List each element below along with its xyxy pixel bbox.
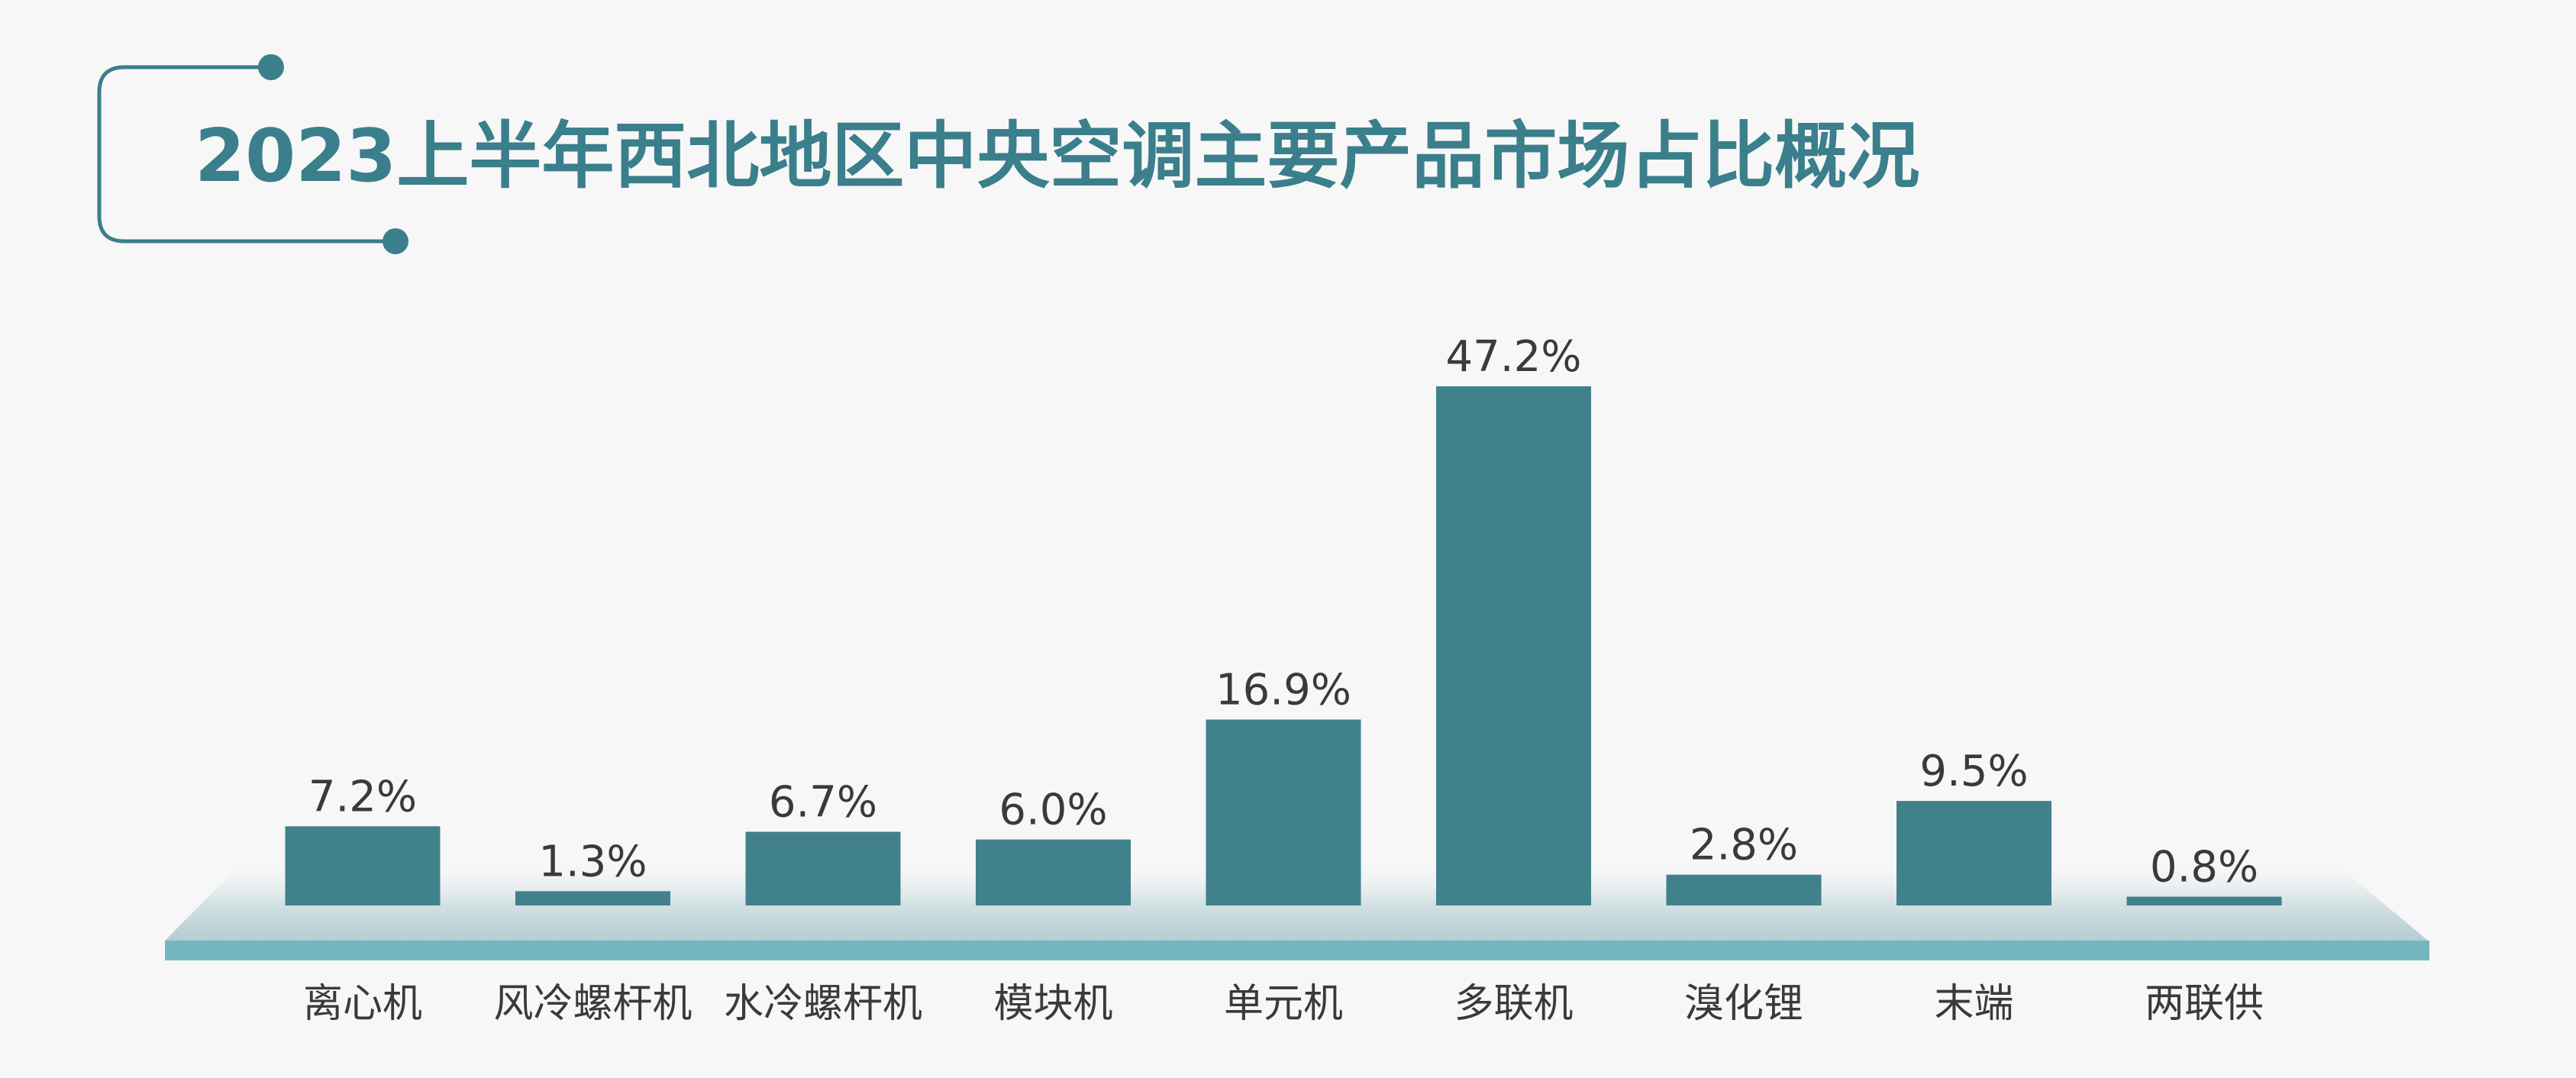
bar-3 bbox=[745, 831, 901, 905]
value-label-1: 7.2% bbox=[308, 772, 417, 821]
category-label-6: 多联机 bbox=[1454, 981, 1573, 1027]
value-label-5: 16.9% bbox=[1215, 666, 1351, 715]
bar-2 bbox=[515, 891, 670, 905]
value-label-8: 9.5% bbox=[1919, 747, 2028, 796]
category-label-7: 溴化锂 bbox=[1684, 981, 1803, 1027]
bar-9 bbox=[2126, 896, 2282, 905]
chart-title: 2023上半年西北地区中央空调主要产品市场占比概况 bbox=[195, 115, 1919, 198]
category-label-8: 末端 bbox=[1934, 981, 2013, 1027]
value-label-2: 1.3% bbox=[538, 837, 647, 886]
platform-base-bar bbox=[165, 941, 2429, 960]
title-bracket-dot-top bbox=[258, 54, 284, 80]
category-label-5: 单元机 bbox=[1224, 981, 1343, 1027]
bar-7 bbox=[1666, 874, 1822, 905]
value-label-9: 0.8% bbox=[2150, 843, 2258, 892]
bar-6 bbox=[1436, 386, 1591, 905]
category-label-1: 离心机 bbox=[303, 981, 422, 1027]
value-label-6: 47.2% bbox=[1446, 332, 1582, 382]
category-label-4: 模块机 bbox=[993, 981, 1112, 1027]
value-labels-layer: 7.2% 1.3% 6.7% 6.0% 16.9% 47.2% 2.8% 9.5% 0.8% bbox=[308, 332, 2258, 892]
bar-8 bbox=[1896, 801, 2051, 905]
category-label-2: 风冷螺杆机 bbox=[493, 981, 692, 1027]
category-label-3: 水冷螺杆机 bbox=[724, 981, 922, 1027]
title-bracket-dot-bottom bbox=[383, 228, 408, 254]
bar-5 bbox=[1206, 719, 1361, 905]
bar-1 bbox=[285, 826, 441, 905]
category-label-9: 两联供 bbox=[2145, 981, 2264, 1027]
value-label-7: 2.8% bbox=[1690, 821, 1798, 870]
category-labels-layer: 离心机 风冷螺杆机 水冷螺杆机 模块机 单元机 多联机 溴化锂 末端 两联供 bbox=[303, 981, 2264, 1027]
title-bracket-decoration bbox=[97, 54, 408, 254]
bars-layer bbox=[285, 386, 2282, 905]
value-label-3: 6.7% bbox=[769, 778, 877, 828]
bar-4 bbox=[976, 839, 1131, 905]
title-bracket-line bbox=[97, 65, 395, 244]
value-label-4: 6.0% bbox=[999, 786, 1107, 835]
